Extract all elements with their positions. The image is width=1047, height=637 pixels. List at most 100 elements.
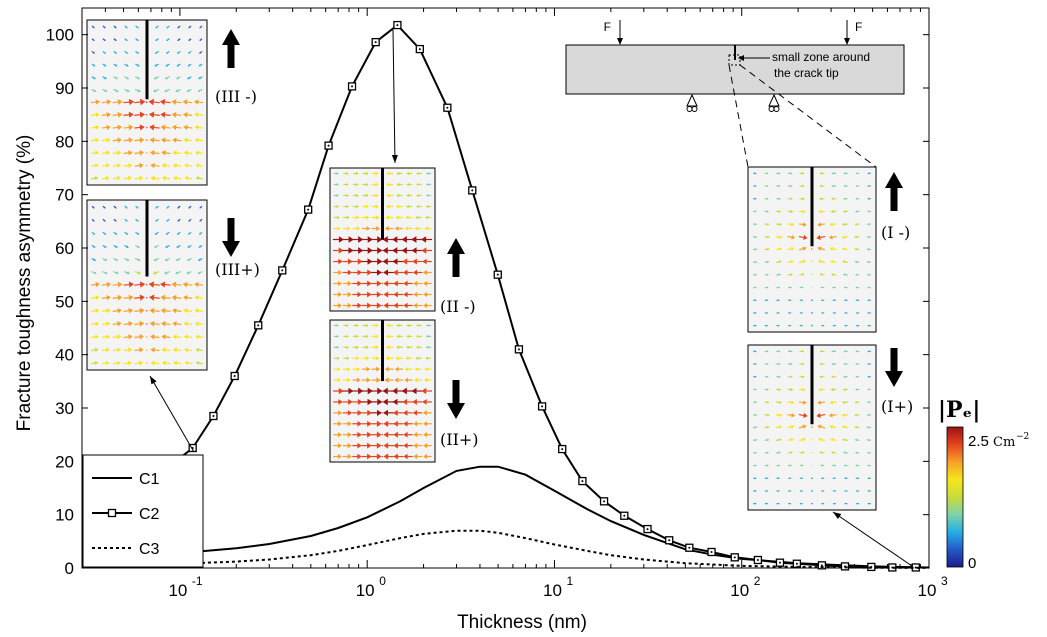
- field-arrow-head: [367, 387, 373, 395]
- field-arrow-head: [125, 39, 128, 42]
- field-arrow-head: [401, 387, 407, 395]
- plot-area-border: [81, 7, 930, 569]
- field-arrow-head: [382, 236, 388, 243]
- field-arrow-head: [867, 172, 869, 175]
- field-arrow-head: [376, 420, 382, 427]
- x-tick-base: 10: [543, 581, 562, 600]
- field-arrow-head: [93, 76, 96, 80]
- field-arrow-head: [357, 431, 362, 438]
- field-arrow-head: [149, 320, 155, 327]
- field-arrow-head: [116, 175, 121, 181]
- field-arrow-head: [424, 377, 428, 383]
- field-arrow-head: [166, 206, 169, 209]
- field-arrow-head: [766, 350, 769, 353]
- field-arrow-head: [125, 206, 128, 209]
- field-arrow-head: [160, 111, 166, 118]
- field-arrow-head: [93, 89, 97, 93]
- zone-label-line1: small zone around: [772, 50, 870, 64]
- field-arrow-head: [855, 172, 858, 175]
- field-arrow-head: [755, 363, 757, 366]
- field-arrow-head: [866, 235, 869, 239]
- field-arrow-head: [841, 235, 845, 240]
- field-arrow-head: [128, 150, 133, 156]
- field-arrow-head: [841, 247, 846, 251]
- field-arrow-head: [778, 273, 781, 276]
- field-arrow-head: [356, 345, 360, 350]
- field-arrow-head: [867, 375, 869, 378]
- data-point-center: [646, 528, 649, 531]
- zoom-line-left: [728, 64, 749, 168]
- field-arrow-head: [375, 345, 379, 350]
- field-arrow-head: [386, 334, 390, 339]
- field-arrow-head: [366, 366, 371, 372]
- field-arrow-head: [148, 111, 155, 118]
- field-arrow-head: [867, 311, 869, 314]
- field-arrow-head: [367, 258, 373, 265]
- field-arrow-head: [348, 258, 353, 265]
- field-arrow-head: [175, 258, 179, 262]
- field-arrow-head: [843, 197, 846, 201]
- field-arrow-head: [367, 302, 372, 309]
- field-arrow-head: [831, 171, 834, 175]
- field-arrow-head: [416, 182, 419, 187]
- field-arrow-head: [356, 323, 359, 328]
- field-arrow-head: [195, 347, 200, 353]
- field-arrow-head: [383, 302, 389, 309]
- field-arrow-head: [146, 323, 147, 325]
- field-arrow-head: [831, 184, 834, 188]
- field-arrow-head: [114, 51, 117, 54]
- field-arrow-head: [338, 302, 342, 309]
- field-arrow-head: [829, 400, 834, 405]
- y-tick-label: 50: [55, 292, 74, 311]
- field-arrow-head: [153, 76, 157, 80]
- field-arrow-head: [173, 175, 178, 181]
- field-arrow-head: [95, 137, 100, 143]
- field-arrow-head: [114, 39, 117, 42]
- field-arrow-head: [139, 175, 144, 181]
- field-arrow-head: [411, 236, 417, 243]
- field-arrow-head: [188, 39, 191, 42]
- field-arrow-head: [801, 312, 804, 314]
- field-arrow-head: [381, 261, 383, 262]
- field-arrow-head: [867, 197, 869, 200]
- field-arrow-head: [104, 258, 108, 262]
- field-arrow-head: [186, 258, 190, 262]
- field-arrow-head: [357, 280, 362, 287]
- field-arrow-head: [195, 334, 200, 340]
- field-arrow-head: [106, 124, 111, 131]
- field-dot: [811, 502, 813, 505]
- y-tick-label: 60: [55, 239, 74, 258]
- field-arrow-head: [93, 64, 96, 67]
- field-arrow-head: [377, 398, 383, 406]
- field-arrow-head: [755, 426, 758, 429]
- field-arrow-head: [831, 286, 834, 289]
- field-arrow-head: [148, 281, 155, 288]
- field-III-plus: [86, 199, 208, 371]
- field-arrow-head: [153, 89, 157, 93]
- field-arrow-head: [146, 349, 147, 351]
- field-label-I-plus: (I+): [881, 397, 913, 416]
- field-arrow-head: [426, 183, 429, 186]
- field-arrow-head: [126, 64, 129, 67]
- field-arrow-head: [755, 210, 757, 213]
- field-arrow-head: [128, 162, 133, 169]
- field-arrow-head: [854, 438, 857, 442]
- field-arrow-head: [819, 362, 822, 366]
- field-arrow-head: [104, 76, 107, 80]
- field-arrow-head: [184, 347, 189, 353]
- field-arrow-head: [789, 324, 792, 327]
- field-arrow-head: [766, 299, 769, 302]
- field-arrow-head: [790, 424, 795, 429]
- field-arrow-head: [194, 112, 199, 118]
- field-arrow-head: [755, 286, 757, 289]
- field-arrow-head: [336, 204, 340, 209]
- field-arrow-head: [155, 26, 158, 29]
- field-arrow-head: [817, 222, 822, 227]
- field-arrow-head: [115, 64, 118, 67]
- field-arrow-head: [821, 324, 823, 327]
- field-arrow-head: [183, 308, 188, 314]
- field-arrow-head: [866, 273, 869, 276]
- field-arrow-head: [367, 420, 372, 427]
- field-arrow-head: [146, 310, 147, 312]
- field-arrow-head: [188, 51, 191, 54]
